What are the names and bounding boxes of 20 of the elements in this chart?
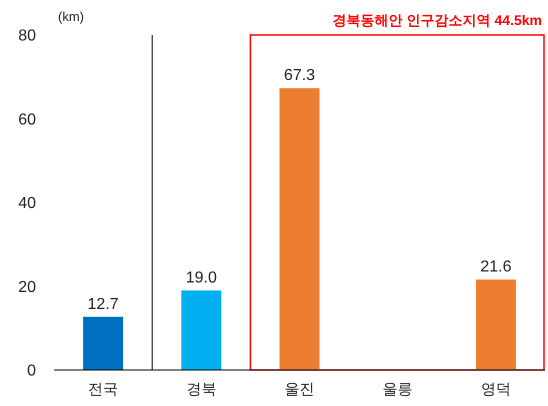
text: 경북동해안 인구감소지역 44.5km bbox=[332, 12, 542, 28]
y-tick-label: 20 bbox=[18, 278, 36, 296]
bar bbox=[280, 88, 320, 370]
x-tick-label: 경북 bbox=[186, 381, 216, 398]
data-label: 12.7 bbox=[88, 296, 119, 313]
x-tick-label: 울릉 bbox=[382, 381, 413, 398]
bar bbox=[181, 290, 222, 370]
x-tick-label: 전국 bbox=[88, 381, 118, 398]
data-label: 19.0 bbox=[186, 269, 217, 286]
y-tick-label: 0 bbox=[27, 362, 36, 380]
data-label: 21.6 bbox=[480, 258, 512, 276]
y-tick-label: 40 bbox=[18, 195, 36, 212]
y-axis-title: (km) bbox=[58, 9, 84, 24]
y-tick-label: 60 bbox=[18, 111, 36, 128]
bar bbox=[83, 316, 124, 370]
x-tick-label: 울진 bbox=[284, 381, 314, 398]
data-label: 67.3 bbox=[284, 67, 316, 84]
x-tick-label: 영덕 bbox=[480, 381, 511, 398]
bar bbox=[476, 280, 516, 370]
y-tick-label: 80 bbox=[18, 28, 36, 45]
